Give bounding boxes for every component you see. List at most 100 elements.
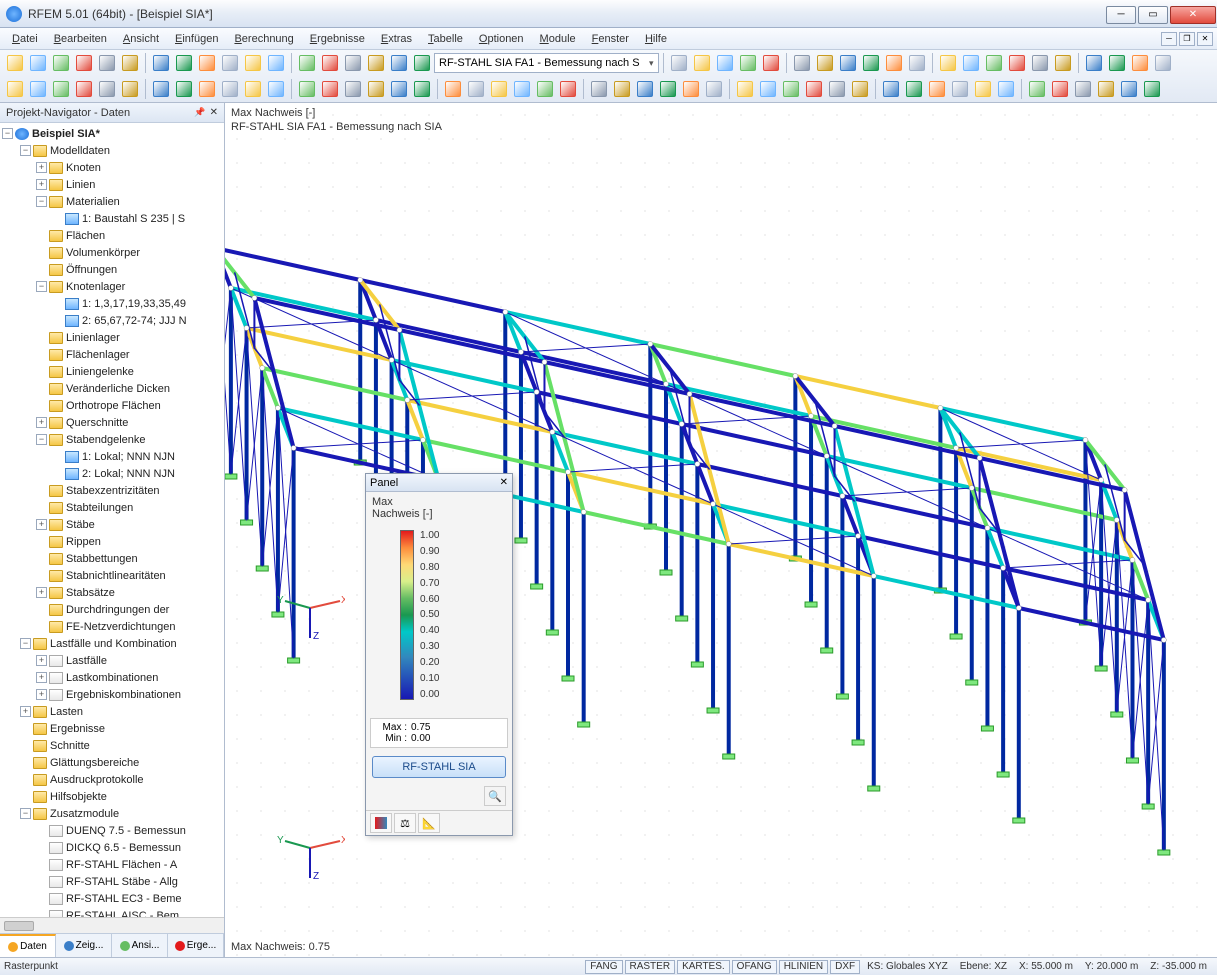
menu-ansicht[interactable]: Ansicht xyxy=(115,31,167,47)
toolbar-button[interactable] xyxy=(296,78,318,100)
toolbar-button[interactable] xyxy=(265,78,287,100)
toolbar-button[interactable] xyxy=(319,52,341,74)
toolbar-button[interactable] xyxy=(1049,78,1071,100)
toolbar-button[interactable] xyxy=(803,78,825,100)
toolbar-button[interactable] xyxy=(588,78,610,100)
tree-item[interactable]: −Lastfälle und Kombination xyxy=(0,635,224,652)
status-toggle-raster[interactable]: RASTER xyxy=(625,960,676,974)
toolbar-button[interactable] xyxy=(173,78,195,100)
toolbar-button[interactable] xyxy=(196,78,218,100)
toolbar-button[interactable] xyxy=(27,52,49,74)
tree-item[interactable]: Stabteilungen xyxy=(0,499,224,516)
toolbar-button[interactable] xyxy=(1026,78,1048,100)
toolbar-button[interactable] xyxy=(714,52,736,74)
tree-item[interactable]: +Lastkombinationen xyxy=(0,669,224,686)
status-toggle-dxf[interactable]: DXF xyxy=(830,960,860,974)
panel-close-icon[interactable]: ✕ xyxy=(500,477,508,488)
nav-tab-ansi[interactable]: Ansi... xyxy=(112,934,168,957)
toolbar-button[interactable] xyxy=(219,52,241,74)
tree-item[interactable]: Flächenlager xyxy=(0,346,224,363)
toolbar-button[interactable] xyxy=(1052,52,1074,74)
toolbar-button[interactable] xyxy=(173,52,195,74)
toolbar-button[interactable] xyxy=(511,78,533,100)
toolbar-button[interactable] xyxy=(995,78,1017,100)
panel-tab-3-icon[interactable]: 📐 xyxy=(418,813,440,833)
toolbar-button[interactable] xyxy=(342,52,364,74)
toolbar-button[interactable] xyxy=(780,78,802,100)
toolbar-button[interactable] xyxy=(814,52,836,74)
toolbar-button[interactable] xyxy=(1072,78,1094,100)
panel-tab-2-icon[interactable]: ⚖ xyxy=(394,813,416,833)
toolbar-button[interactable] xyxy=(760,52,782,74)
tree-item[interactable]: Öffnungen xyxy=(0,261,224,278)
toolbar-button[interactable] xyxy=(757,78,779,100)
toolbar-button[interactable] xyxy=(119,78,141,100)
toolbar-button[interactable] xyxy=(534,78,556,100)
tree-item[interactable]: 2: 65,67,72-74; JJJ N xyxy=(0,312,224,329)
tree-root[interactable]: −Beispiel SIA* xyxy=(0,125,224,142)
toolbar-button[interactable] xyxy=(27,78,49,100)
nav-tab-erge[interactable]: Erge... xyxy=(168,934,224,957)
tree-item[interactable]: RF-STAHL EC3 - Beme xyxy=(0,890,224,907)
toolbar-button[interactable] xyxy=(557,78,579,100)
tree-item[interactable]: Glättungsbereiche xyxy=(0,754,224,771)
menu-module[interactable]: Module xyxy=(532,31,584,47)
toolbar-button[interactable] xyxy=(150,52,172,74)
tree-item[interactable]: Flächen xyxy=(0,227,224,244)
toolbar-button[interactable] xyxy=(365,52,387,74)
tree-item[interactable]: Stabbettungen xyxy=(0,550,224,567)
tree-item[interactable]: 1: 1,3,17,19,33,35,49 xyxy=(0,295,224,312)
toolbar-button[interactable] xyxy=(411,52,433,74)
toolbar-button[interactable] xyxy=(50,52,72,74)
toolbar-button[interactable] xyxy=(265,52,287,74)
toolbar-button[interactable] xyxy=(1152,52,1174,74)
toolbar-button[interactable] xyxy=(488,78,510,100)
toolbar-button[interactable] xyxy=(937,52,959,74)
tree-item[interactable]: 2: Lokal; NNN NJN xyxy=(0,465,224,482)
tree-item[interactable]: Liniengelenke xyxy=(0,363,224,380)
toolbar-button[interactable] xyxy=(983,52,1005,74)
viewport[interactable]: Max Nachweis [-] RF-STAHL SIA FA1 - Beme… xyxy=(225,103,1217,957)
toolbar-button[interactable] xyxy=(680,78,702,100)
toolbar-button[interactable] xyxy=(388,78,410,100)
tree-item[interactable]: +Linien xyxy=(0,176,224,193)
tree-item[interactable]: Rippen xyxy=(0,533,224,550)
tree-item[interactable]: Stabnichtlinearitäten xyxy=(0,567,224,584)
toolbar-button[interactable] xyxy=(388,52,410,74)
nav-tab-zeig[interactable]: Zeig... xyxy=(56,934,112,957)
toolbar-button[interactable] xyxy=(960,52,982,74)
tree-item[interactable]: −Materialien xyxy=(0,193,224,210)
toolbar-button[interactable] xyxy=(411,78,433,100)
toolbar-button[interactable] xyxy=(73,52,95,74)
toolbar-button[interactable] xyxy=(1095,78,1117,100)
tree-item[interactable]: +Knoten xyxy=(0,159,224,176)
menu-berechnung[interactable]: Berechnung xyxy=(226,31,301,47)
toolbar-button[interactable] xyxy=(1106,52,1128,74)
toolbar-button[interactable] xyxy=(611,78,633,100)
toolbar-button[interactable] xyxy=(150,78,172,100)
tree-item[interactable]: +Ergebniskombinationen xyxy=(0,686,224,703)
tree-item[interactable]: Veränderliche Dicken xyxy=(0,380,224,397)
navigator-close-icon[interactable]: ✕ xyxy=(210,107,218,118)
toolbar-module-combo[interactable]: RF-STAHL SIA FA1 - Bemessung nach S xyxy=(434,53,659,73)
menu-fenster[interactable]: Fenster xyxy=(584,31,637,47)
toolbar-button[interactable] xyxy=(949,78,971,100)
toolbar-button[interactable] xyxy=(319,78,341,100)
toolbar-button[interactable] xyxy=(1029,52,1051,74)
toolbar-button[interactable] xyxy=(242,52,264,74)
menu-bearbeiten[interactable]: Bearbeiten xyxy=(46,31,115,47)
tree-item[interactable]: DUENQ 7.5 - Bemessun xyxy=(0,822,224,839)
menu-hilfe[interactable]: Hilfe xyxy=(637,31,675,47)
tree-item[interactable]: DICKQ 6.5 - Bemessun xyxy=(0,839,224,856)
panel-module-button[interactable]: RF-STAHL SIA xyxy=(372,756,506,778)
toolbar-button[interactable] xyxy=(4,78,26,100)
toolbar-button[interactable] xyxy=(365,78,387,100)
toolbar-button[interactable] xyxy=(791,52,813,74)
panel-tab-1-icon[interactable] xyxy=(370,813,392,833)
menu-datei[interactable]: Datei xyxy=(4,31,46,47)
mdi-close-button[interactable]: ✕ xyxy=(1197,32,1213,46)
toolbar-button[interactable] xyxy=(96,78,118,100)
toolbar-button[interactable] xyxy=(972,78,994,100)
toolbar-button[interactable] xyxy=(849,78,871,100)
toolbar-button[interactable] xyxy=(657,78,679,100)
